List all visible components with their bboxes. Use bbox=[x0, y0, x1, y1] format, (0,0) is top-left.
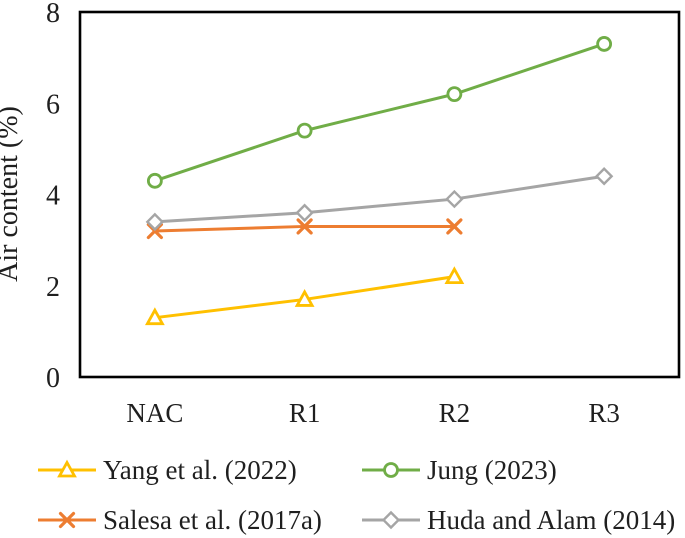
series-line-huda-and-alam-2014 bbox=[154, 174, 605, 224]
legend-marker-x-icon bbox=[58, 511, 76, 529]
data-point-marker-yang-et-al-2022 bbox=[444, 266, 465, 285]
y-tick-label: 8 bbox=[46, 0, 60, 29]
chart-legend: Yang et al. (2022) Jung (2023) Salesa et a… bbox=[0, 454, 685, 535]
data-point-marker-salesa-et-al-2017a bbox=[446, 218, 463, 235]
x-category-label: R2 bbox=[439, 398, 471, 428]
data-point-marker-huda-and-alam-2014 bbox=[594, 167, 614, 186]
data-point-marker-jung-2023 bbox=[296, 122, 313, 139]
plot-border bbox=[78, 10, 681, 379]
data-point-marker-huda-and-alam-2014 bbox=[295, 203, 314, 222]
y-axis-title: Air content (%) bbox=[0, 106, 24, 282]
data-point-marker-jung-2023 bbox=[596, 36, 613, 52]
legend-marker-triangle-icon bbox=[57, 459, 77, 478]
y-tick-label: 4 bbox=[46, 181, 60, 212]
data-point-marker-huda-and-alam-2014 bbox=[445, 189, 464, 209]
data-point-marker-yang-et-al-2022 bbox=[144, 307, 165, 326]
x-category-label: NAC bbox=[126, 398, 183, 428]
legend-item-salesa-et-al-2017a: Salesa et al. (2017a) bbox=[38, 504, 362, 535]
legend-label: Yang et al. (2022) bbox=[103, 454, 297, 485]
data-point-marker-yang-et-al-2022 bbox=[294, 289, 315, 307]
data-point-marker-jung-2023 bbox=[446, 86, 463, 103]
legend-swatch-x-icon bbox=[38, 511, 96, 529]
y-tick-label: 2 bbox=[46, 272, 60, 303]
legend-label: Salesa et al. (2017a) bbox=[103, 504, 322, 535]
legend-marker-circle-icon bbox=[383, 462, 399, 478]
series-line-jung-2023 bbox=[154, 42, 605, 183]
legend-label: Huda and Alam (2014) bbox=[427, 504, 676, 535]
data-point-marker-jung-2023 bbox=[146, 172, 163, 189]
legend-marker-diamond-icon bbox=[381, 510, 401, 530]
legend-swatch-diamond-icon bbox=[362, 510, 420, 530]
legend-swatch-circle-icon bbox=[362, 462, 420, 478]
y-tick-label: 0 bbox=[46, 363, 60, 394]
air-content-line-chart: 0 2 4 6 8 NAC R1 R2 R3 Air content (%) bbox=[0, 0, 681, 428]
data-point-marker-huda-and-alam-2014 bbox=[145, 212, 165, 232]
y-tick-label: 6 bbox=[46, 89, 60, 120]
legend-item-huda-and-alam-2014: Huda and Alam (2014) bbox=[362, 504, 685, 535]
legend-item-jung-2023: Jung (2023) bbox=[362, 454, 685, 485]
x-category-label: R1 bbox=[289, 398, 321, 428]
legend-item-yang-et-al-2022: Yang et al. (2022) bbox=[38, 454, 362, 485]
legend-swatch-triangle-icon bbox=[38, 459, 96, 478]
legend-label: Jung (2023) bbox=[427, 454, 557, 485]
data-point-marker-salesa-et-al-2017a bbox=[296, 218, 313, 235]
x-category-label: R3 bbox=[588, 398, 620, 428]
